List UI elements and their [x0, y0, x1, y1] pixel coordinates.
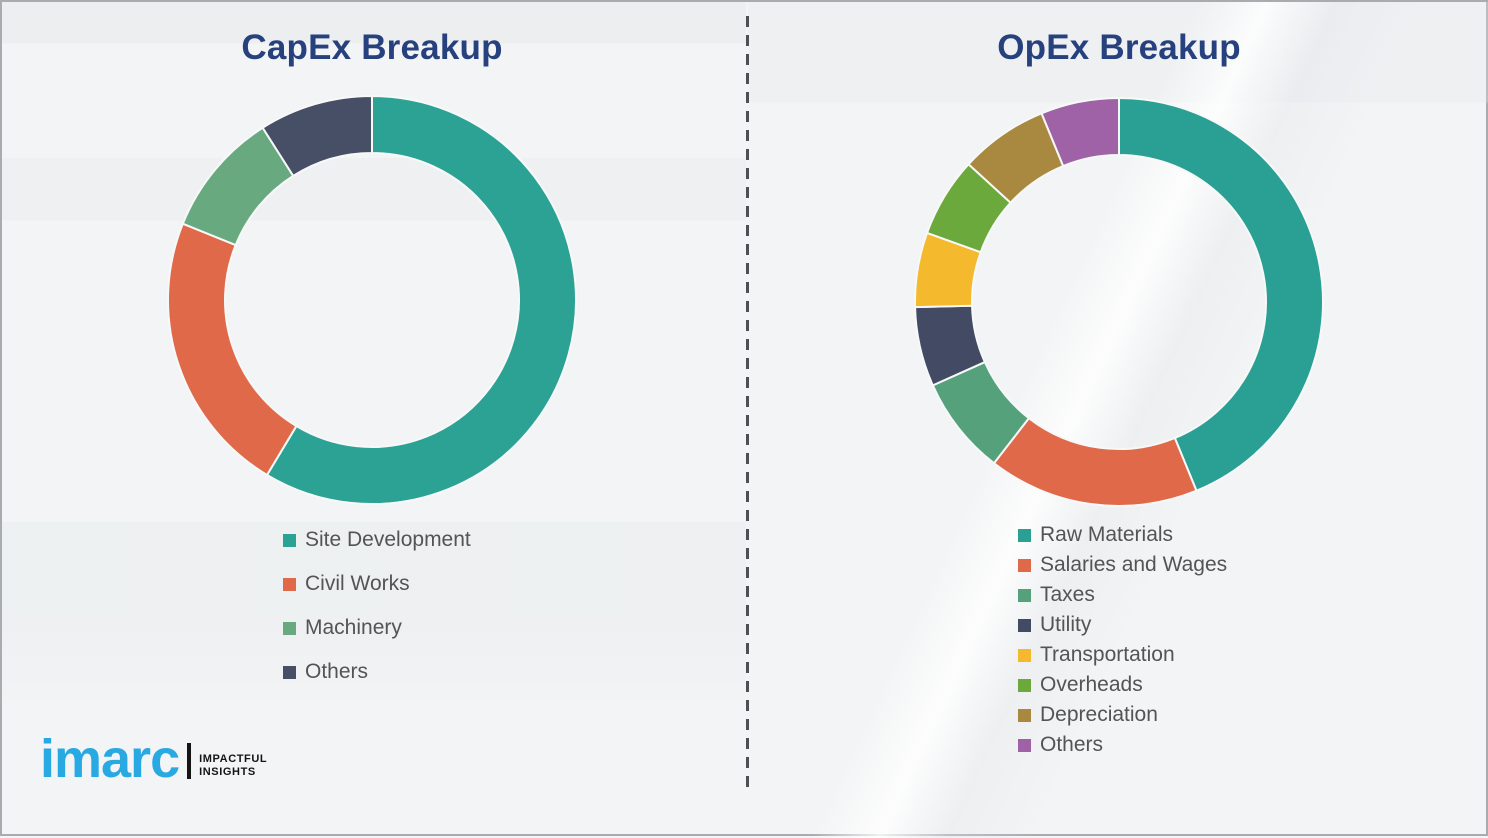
imarc-logo-wordmark: imarc [40, 729, 180, 789]
legend-label: Site Development [305, 528, 471, 551]
legend-swatch-icon [1018, 618, 1031, 632]
logo-divider-bar [187, 743, 192, 779]
legend-item-civil-works: Civil Works [283, 562, 471, 606]
donut-segment-site-development [265, 94, 577, 505]
legend-item-transportation: Transportation [1018, 640, 1227, 670]
legend-item-others: Others [283, 650, 471, 694]
opex-donut-chart [914, 96, 1324, 507]
legend-item-taxes: Taxes [1018, 580, 1227, 610]
legend-item-utility: Utility [1018, 610, 1227, 640]
legend-swatch-icon [283, 665, 296, 679]
vertical-dashed-divider [746, 16, 749, 794]
legend-label: Others [1040, 733, 1104, 756]
legend-label: Machinery [305, 616, 402, 639]
legend-swatch-icon [1018, 738, 1031, 752]
capex-chart-title: CapEx Breakup [241, 28, 503, 67]
donut-segment-raw-materials [1118, 96, 1324, 493]
legend-swatch-icon [1018, 648, 1031, 662]
legend-label: Raw Materials [1040, 523, 1174, 546]
legend-item-raw-materials: Raw Materials [1018, 520, 1227, 550]
legend-swatch-icon [283, 533, 296, 547]
capex-donut-chart [167, 94, 577, 505]
legend-label: Civil Works [305, 572, 410, 595]
opex-legend: Raw Materials Salaries and Wages Taxes Util… [1018, 520, 1227, 760]
capex-legend: Site Development Civil Works Machinery Othe… [283, 518, 471, 694]
legend-item-overheads: Overheads [1018, 670, 1227, 700]
legend-label: Taxes [1040, 583, 1095, 606]
legend-swatch-icon [1018, 588, 1031, 602]
legend-label: Utility [1040, 613, 1092, 636]
imarc-logo: imarc IMPACTFUL INSIGHTS [40, 729, 268, 789]
legend-swatch-icon [1018, 678, 1031, 692]
donut-segment-civil-works [167, 222, 298, 477]
legend-swatch-icon [283, 621, 296, 635]
legend-item-depreciation: Depreciation [1018, 700, 1227, 730]
legend-label: Overheads [1040, 673, 1143, 696]
legend-label: Others [305, 660, 369, 683]
opex-chart-title: OpEx Breakup [997, 28, 1241, 67]
legend-item-others: Others [1018, 730, 1227, 760]
legend-label: Transportation [1040, 643, 1175, 666]
legend-swatch-icon [1018, 558, 1031, 572]
legend-label: Depreciation [1040, 703, 1158, 726]
legend-swatch-icon [283, 577, 296, 591]
logo-tagline: IMPACTFUL INSIGHTS [199, 753, 268, 778]
donut-segment-others [1040, 96, 1120, 168]
legend-label: Salaries and Wages [1040, 553, 1228, 576]
donut-segment-others [261, 94, 373, 178]
legend-item-site-development: Site Development [283, 518, 471, 562]
legend-item-salaries-and-wages: Salaries and Wages [1018, 550, 1227, 580]
legend-swatch-icon [1018, 708, 1031, 722]
legend-swatch-icon [1018, 528, 1031, 542]
donut-segment-salaries-and-wages [992, 416, 1198, 507]
legend-item-machinery: Machinery [283, 606, 471, 650]
